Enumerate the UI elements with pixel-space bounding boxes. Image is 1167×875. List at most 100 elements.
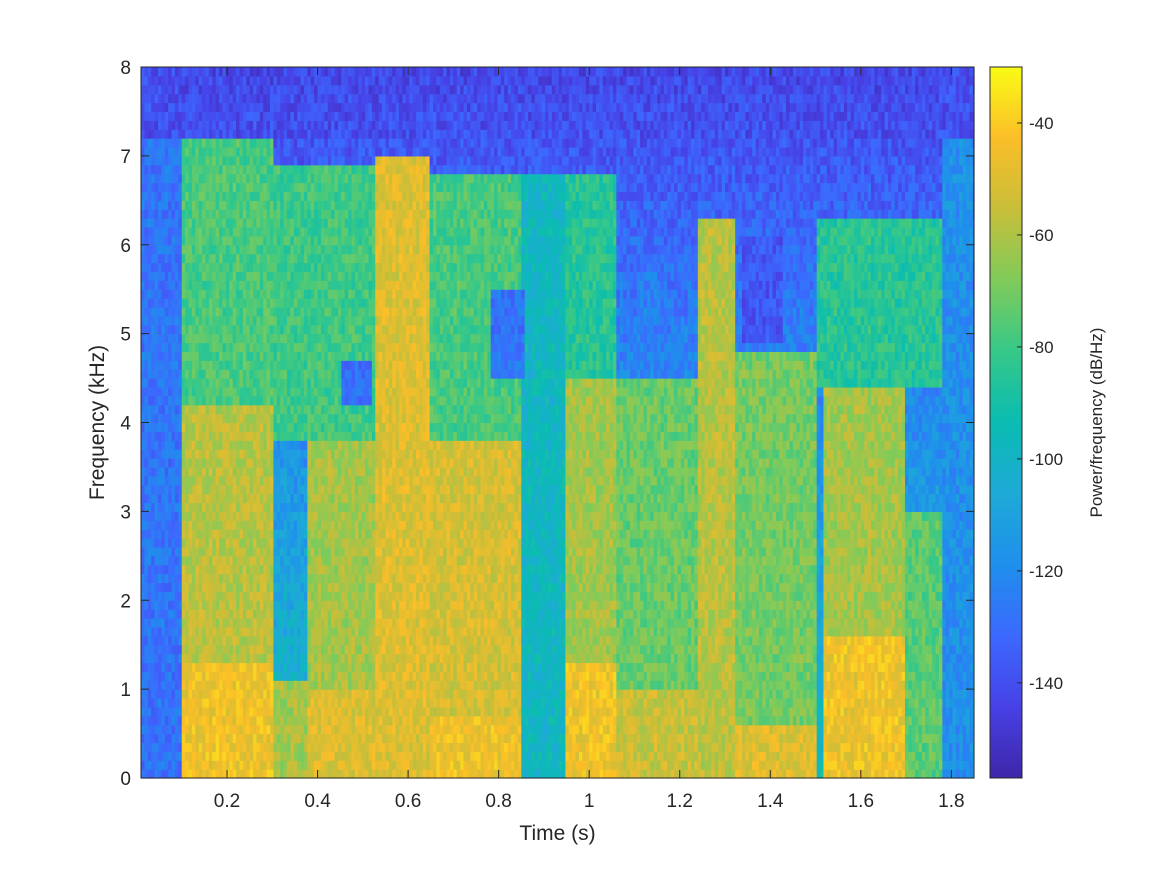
spectrogram-cell [148, 334, 152, 343]
spectrogram-cell [148, 94, 152, 103]
spectrogram-cell [148, 423, 152, 432]
spectrogram-cell [301, 556, 305, 565]
spectrogram-cell [270, 209, 274, 218]
spectrogram-cell [206, 556, 210, 565]
spectrogram-cell [219, 307, 223, 316]
spectrogram-cell [206, 636, 210, 645]
spectrogram-cell [270, 271, 274, 280]
spectrogram-cell [301, 209, 305, 218]
spectrogram-cell [175, 138, 179, 147]
spectrogram-cell [175, 565, 179, 574]
spectrogram-cell [175, 271, 179, 280]
spectrogram-cell [161, 236, 165, 245]
spectrogram-cell [175, 147, 179, 156]
spectrogram-cell [301, 369, 305, 378]
spectrogram-cell [270, 725, 274, 734]
spectrogram-cell [301, 263, 305, 272]
spectrogram-cell [301, 245, 305, 254]
spectrogram-cell [301, 707, 305, 716]
spectrogram-cell [250, 387, 254, 396]
spectrogram-cell [270, 236, 274, 245]
spectrogram-cell [192, 467, 196, 476]
spectrogram-cell [192, 218, 196, 227]
spectrogram-cell [175, 67, 179, 76]
spectrogram-cell [148, 414, 152, 423]
spectrogram-cell [206, 440, 210, 449]
spectrogram-cell [175, 654, 179, 663]
spectrogram-cell [301, 387, 305, 396]
spectrogram-cell [270, 289, 274, 298]
spectrogram-cell [161, 636, 165, 645]
spectrogram-cell [192, 369, 196, 378]
spectrogram-cell [148, 769, 152, 778]
spectrogram-cell [148, 174, 152, 183]
spectrogram-cell [219, 538, 223, 547]
spectrogram-cell [219, 502, 223, 511]
spectrogram-cell [270, 476, 274, 485]
spectrogram-cell [192, 209, 196, 218]
spectrogram-cell [148, 245, 152, 254]
spectrogram-cell [270, 396, 274, 405]
spectrogram-cell [161, 103, 165, 112]
spectrogram-cell [175, 165, 179, 174]
spectrogram-cell [270, 538, 274, 547]
spectrogram-cell [250, 485, 254, 494]
spectrogram-cell [161, 254, 165, 263]
spectrogram-cell [175, 94, 179, 103]
spectrogram-cell [206, 263, 210, 272]
spectrogram-cell [219, 129, 223, 138]
spectrogram-cell [192, 511, 196, 520]
spectrogram-cell [219, 734, 223, 743]
spectrogram-cell [250, 654, 254, 663]
spectrogram-cell [206, 316, 210, 325]
spectrogram-cell [219, 396, 223, 405]
spectrogram-cell [270, 183, 274, 192]
spectrogram-cell [270, 85, 274, 94]
spectrogram-cell [219, 618, 223, 627]
spectrogram-cell [250, 111, 254, 120]
spectrogram-cell [270, 147, 274, 156]
spectrogram-cell [250, 200, 254, 209]
spectrogram-cell [301, 103, 305, 112]
spectrogram-cell [250, 298, 254, 307]
spectrogram-cell [301, 645, 305, 654]
spectrogram-cell [270, 751, 274, 760]
spectrogram-cell [148, 707, 152, 716]
spectrogram-cell [175, 120, 179, 129]
spectrogram-cell [148, 209, 152, 218]
spectrogram-cell [175, 485, 179, 494]
spectrogram-cell [175, 627, 179, 636]
spectrogram-cell [161, 289, 165, 298]
spectrogram-cell [250, 103, 254, 112]
spectrogram-cell [148, 680, 152, 689]
spectrogram-cell [219, 574, 223, 583]
spectrogram-cell [270, 494, 274, 503]
spectrogram-cell [301, 529, 305, 538]
spectrogram-cell [219, 458, 223, 467]
spectrogram-cell [148, 751, 152, 760]
spectrogram-cell [250, 502, 254, 511]
spectrogram-cell [192, 582, 196, 591]
spectrogram-cell [301, 254, 305, 263]
spectrogram-cell [250, 494, 254, 503]
spectrogram-cell [250, 120, 254, 129]
spectrogram-cell [175, 85, 179, 94]
spectrogram-cell [148, 138, 152, 147]
spectrogram-cell [161, 627, 165, 636]
spectrogram-cell [206, 609, 210, 618]
spectrogram-cell [270, 707, 274, 716]
spectrogram-cell [206, 129, 210, 138]
spectrogram-cell [206, 689, 210, 698]
spectrogram-cell [161, 440, 165, 449]
spectrogram-cell [270, 600, 274, 609]
spectrogram-cell [250, 538, 254, 547]
spectrogram-cell [148, 618, 152, 627]
spectrogram-cell [219, 742, 223, 751]
spectrogram-cell [219, 334, 223, 343]
spectrogram-cell [250, 698, 254, 707]
spectrogram-cell [250, 227, 254, 236]
spectrogram-cell [250, 271, 254, 280]
spectrogram-cell [206, 760, 210, 769]
spectrogram-cell [192, 414, 196, 423]
spectrogram-cell [161, 556, 165, 565]
